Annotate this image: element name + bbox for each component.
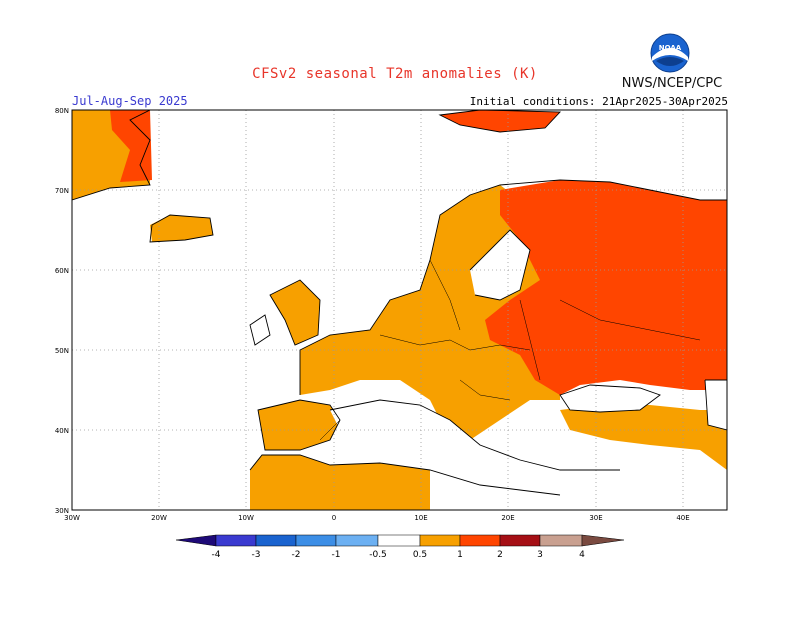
lon-label: 20E: [501, 514, 514, 522]
turkey-anomaly: [560, 405, 727, 470]
legend-tick-label: -2: [292, 550, 301, 560]
gridlines: [72, 110, 727, 510]
lat-label: 40N: [55, 427, 69, 435]
mediterranean-sea: [330, 400, 727, 510]
legend-tick-label: 2: [497, 550, 503, 560]
legend-swatch: [419, 534, 461, 547]
legend-tick-label: -3: [252, 550, 261, 560]
legend-tick-label: -4: [212, 550, 221, 560]
britain-anomaly: [270, 280, 320, 345]
lon-label: 40E: [676, 514, 689, 522]
lat-label: 80N: [55, 107, 69, 115]
lon-label: 20W: [151, 514, 167, 522]
legend-swatch: [215, 534, 257, 547]
country-borders: [319, 259, 701, 441]
lon-label: 30W: [64, 514, 80, 522]
legend-tick-label: -1: [332, 550, 341, 560]
lat-label: 50N: [55, 347, 69, 355]
lat-label: 60N: [55, 267, 69, 275]
logo-text: NOAA: [659, 44, 682, 52]
baltic-sea: [470, 230, 530, 300]
map-frame: [71, 109, 728, 511]
lat-label: 70N: [55, 187, 69, 195]
legend-swatch: [255, 534, 297, 547]
latitude-labels: 80N 70N 60N 50N 40N 30N: [55, 107, 69, 515]
legend-swatch: [499, 534, 541, 547]
legend-tick-label: 1: [457, 550, 463, 560]
legend-swatch: [377, 534, 421, 547]
iberia-anomaly: [258, 400, 340, 450]
legend-swatch: [175, 534, 217, 547]
agency-name: NWS/NCEP/CPC: [621, 76, 723, 91]
iceland-anomaly: [150, 215, 213, 242]
legend-labels: -4 -3 -2 -1 -0.5 0.5 1 2 3 4: [212, 550, 586, 560]
initial-conditions: Initial conditions: 21Apr2025-30Apr2025: [469, 95, 728, 108]
eastern-europe-anomaly: [485, 180, 727, 395]
caspian-sea: [705, 380, 727, 430]
legend-tick-label: 4: [579, 550, 585, 560]
longitude-labels: 30W 20W 10W 0 10E 20E 30E 40E: [64, 514, 690, 522]
lon-label: 10W: [238, 514, 254, 522]
legend-swatch: [335, 534, 379, 547]
map-title: CFSv2 seasonal T2m anomalies (K): [252, 66, 538, 82]
lat-label: 30N: [55, 507, 69, 515]
lon-label: 30E: [589, 514, 602, 522]
legend-swatch: [539, 534, 583, 547]
legend-swatch: [295, 534, 337, 547]
europe-anomaly: [250, 455, 430, 510]
legend-tick-label: 0.5: [413, 550, 427, 560]
coastlines: [72, 110, 727, 496]
black-sea: [560, 385, 660, 412]
lon-label: 10E: [414, 514, 427, 522]
noaa-logo-icon: NOAA: [650, 33, 690, 73]
color-legend: [175, 534, 625, 547]
greenland-strong-anomaly: [110, 110, 152, 182]
legend-tick-label: 3: [537, 550, 543, 560]
legend-tick-label: -0.5: [369, 550, 387, 560]
lon-label: 0: [332, 514, 336, 522]
legend-swatch: [459, 534, 501, 547]
legend-swatch: [581, 534, 625, 547]
forecast-period: Jul-Aug-Sep 2025: [72, 94, 188, 108]
anomaly-fields: [72, 110, 727, 510]
